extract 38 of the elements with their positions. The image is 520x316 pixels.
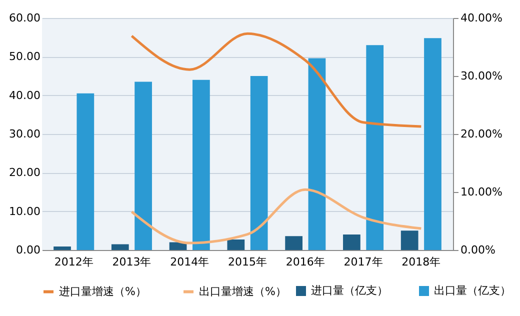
bar — [192, 80, 210, 250]
bar — [250, 76, 268, 250]
line-series — [130, 32, 422, 128]
y2-tick-label: 0.00% — [460, 244, 496, 256]
x-tick-label: 2018年 — [402, 256, 441, 268]
y-tick-label: 20.00 — [9, 166, 40, 180]
y-tick-label: 10.00 — [9, 204, 40, 218]
legend-label: 出口量（亿支） — [434, 284, 511, 297]
x-tick-label: 2015年 — [228, 256, 267, 268]
x-tick-label: 2013年 — [112, 256, 152, 268]
y2-tick-label: 10.00% — [460, 186, 502, 198]
legend-label: 出口量增速（%） — [199, 284, 286, 298]
legend-label: 进口量（亿支） — [311, 284, 388, 297]
legend-label: 进口量增速（%） — [59, 284, 146, 298]
bar — [54, 246, 71, 250]
y-tick-label: 60.00 — [9, 12, 40, 24]
bar — [366, 45, 384, 250]
bar — [343, 234, 360, 250]
bar — [134, 82, 152, 250]
x-tick-label: 2017年 — [344, 256, 383, 268]
bar — [285, 236, 302, 250]
x-tick-label: 2014年 — [170, 256, 210, 268]
bar — [308, 58, 326, 250]
y-tick-label: 50.00 — [9, 50, 40, 64]
bar — [76, 93, 94, 250]
x-tick-label: 2012年 — [54, 256, 94, 268]
y-tick-label: 0.00 — [16, 244, 40, 256]
x-tick-label: 2016年 — [286, 256, 325, 268]
y2-tick-label: 30.00% — [460, 70, 502, 82]
bar — [424, 38, 442, 250]
bar — [227, 240, 245, 250]
bar — [111, 244, 129, 250]
y-tick-label: 30.00 — [9, 128, 40, 140]
bar — [400, 230, 418, 250]
y-tick-label: 40.00 — [9, 88, 40, 102]
y2-tick-label: 40.00% — [460, 12, 502, 24]
y2-tick-label: 20.00% — [460, 128, 502, 140]
line-series — [130, 188, 422, 244]
